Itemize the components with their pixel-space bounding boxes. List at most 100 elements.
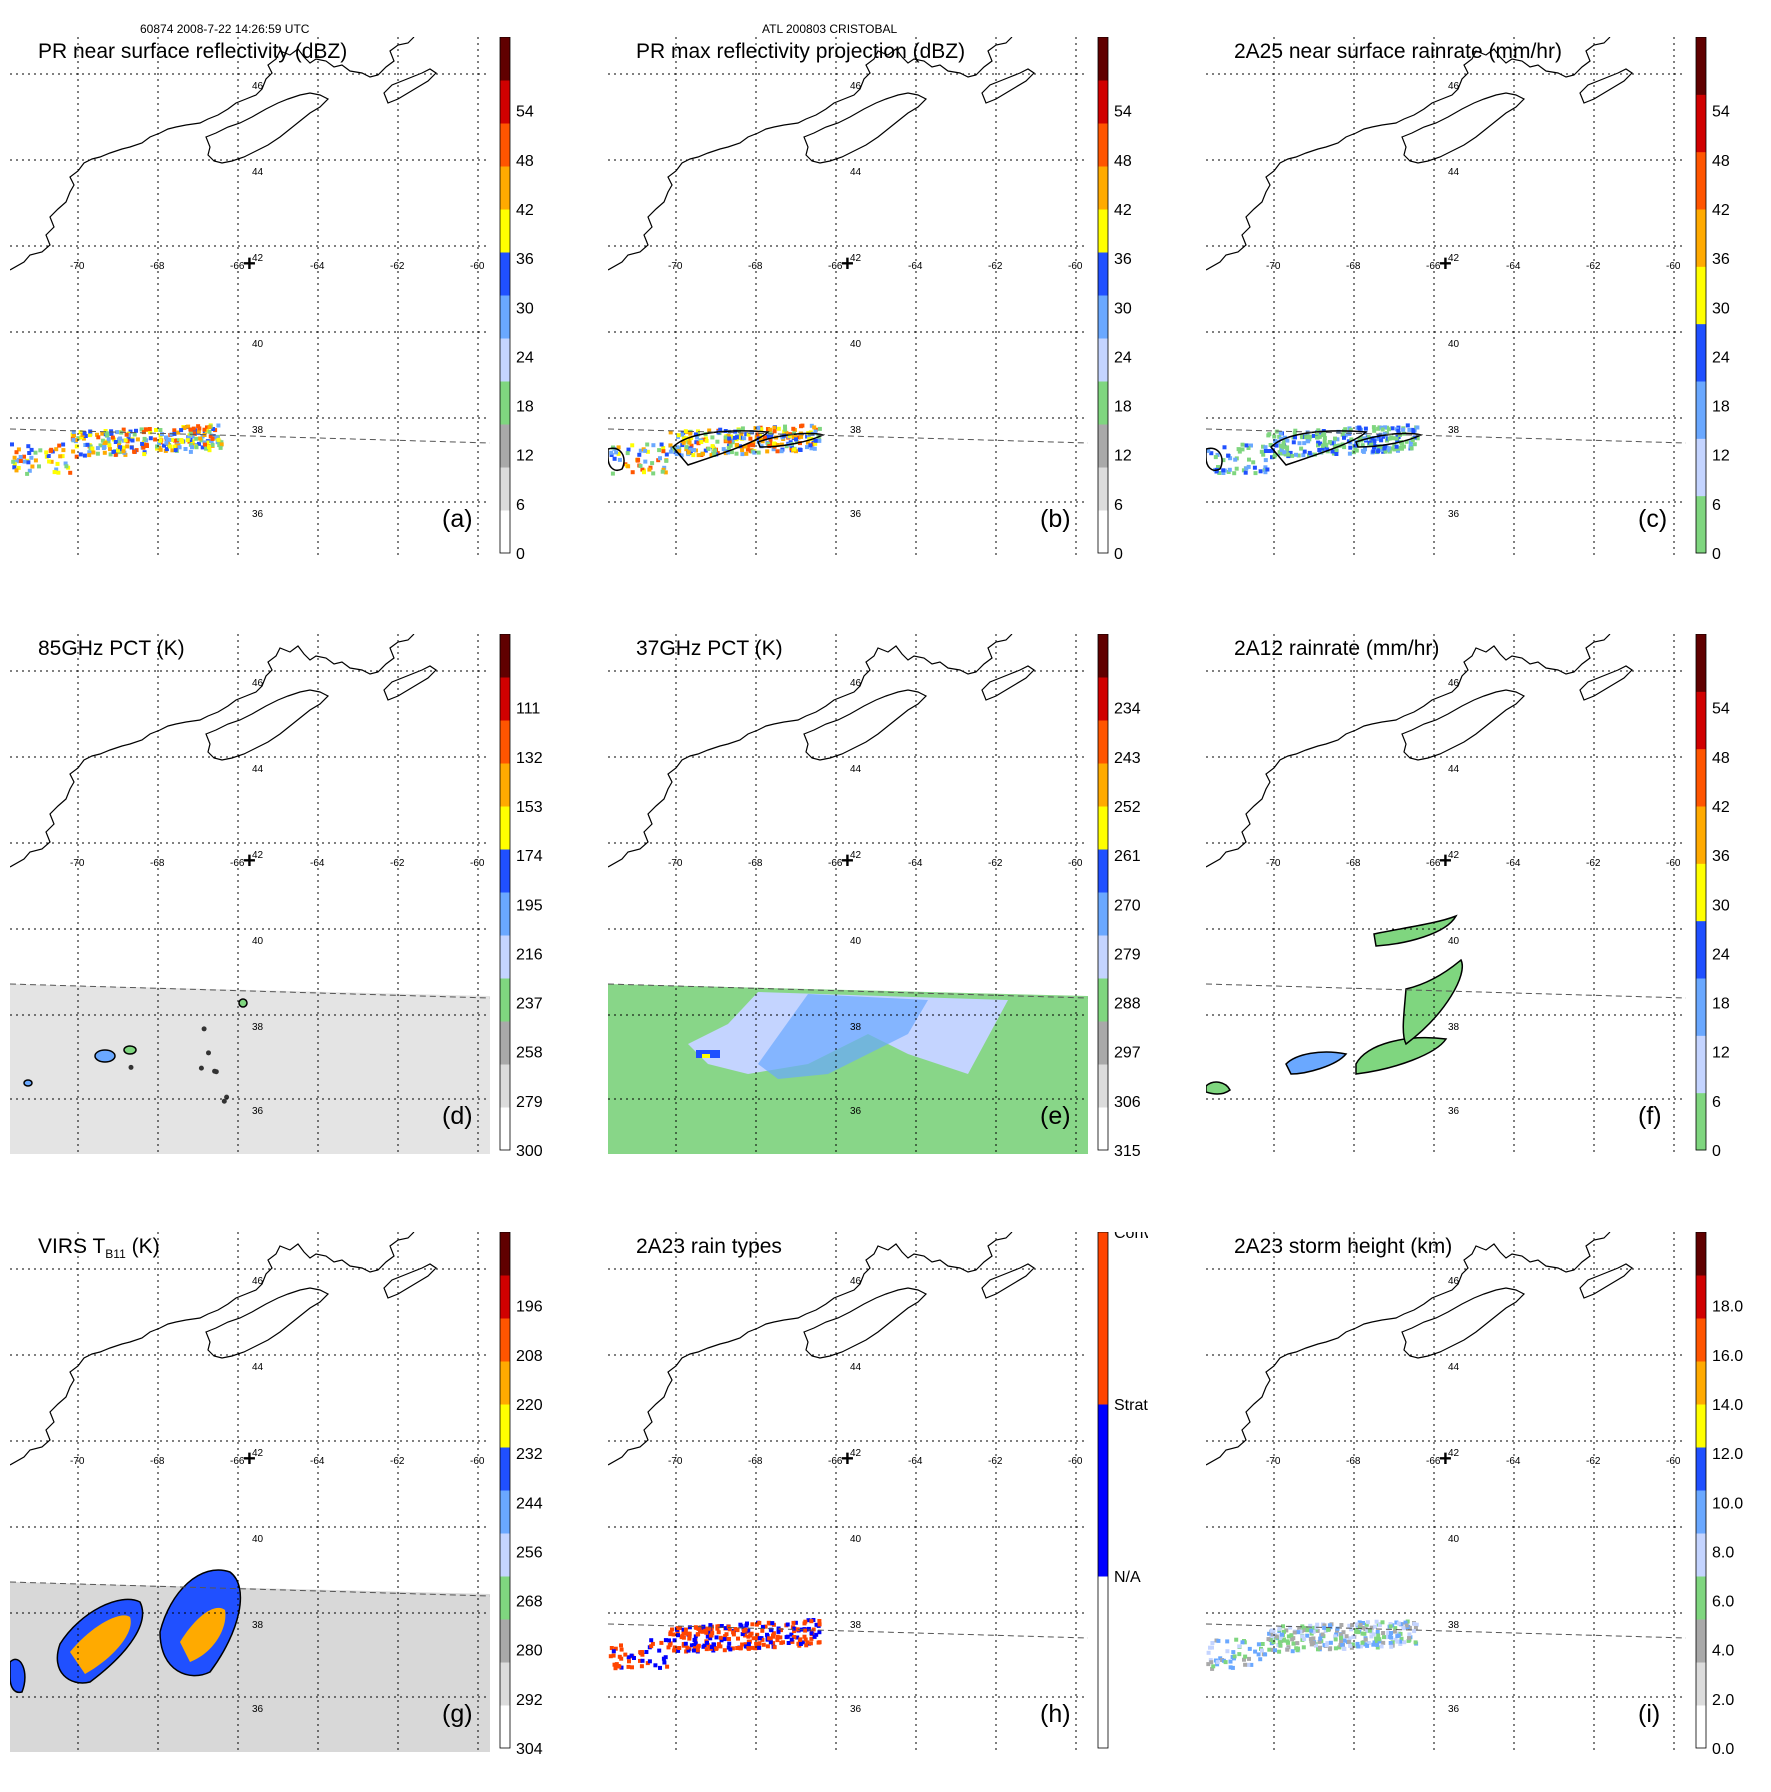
rain-cell bbox=[1265, 467, 1270, 472]
rain-cell bbox=[1385, 448, 1390, 453]
latitude-label: 44 bbox=[1448, 764, 1460, 775]
rain-cell bbox=[1240, 447, 1245, 452]
rain-cell bbox=[810, 442, 815, 447]
rain-cell bbox=[1307, 453, 1311, 458]
rain-cell bbox=[135, 437, 140, 442]
rain-cell bbox=[629, 1653, 634, 1658]
rain-cell bbox=[809, 1619, 814, 1624]
longitude-label: -62 bbox=[1586, 1456, 1601, 1467]
rain-cell bbox=[772, 429, 777, 434]
rain-cell bbox=[638, 464, 643, 468]
storm-center-marker: + bbox=[841, 1446, 854, 1471]
colorbar-segment bbox=[1696, 1490, 1706, 1534]
rain-cell bbox=[696, 441, 701, 446]
rain-cell bbox=[687, 1634, 692, 1639]
rain-cell bbox=[30, 464, 35, 469]
rain-cell bbox=[1278, 1643, 1283, 1648]
rain-cell bbox=[623, 1652, 628, 1657]
rain-cell bbox=[78, 430, 83, 435]
colorbar-tick-label: 195 bbox=[516, 897, 543, 914]
rain-cell bbox=[186, 424, 191, 429]
rain-cell bbox=[197, 426, 202, 431]
longitude-label: -62 bbox=[1586, 261, 1601, 272]
panel-title-text: 37GHz PCT (K) bbox=[636, 637, 783, 660]
latitude-label: 46 bbox=[1448, 1276, 1460, 1287]
rain-cell bbox=[121, 427, 126, 432]
rain-cell bbox=[802, 1621, 807, 1626]
rain-cell bbox=[626, 1664, 631, 1669]
colorbar-segment bbox=[1098, 467, 1108, 511]
rain-cell bbox=[175, 438, 180, 443]
rain-cell bbox=[1281, 442, 1286, 446]
rain-cell bbox=[763, 1624, 768, 1629]
rain-cell bbox=[202, 440, 207, 445]
rain-cell bbox=[1217, 471, 1222, 475]
latitude-label: 42 bbox=[1448, 850, 1460, 861]
longitude-label: -66 bbox=[828, 858, 843, 869]
rain-cell bbox=[157, 445, 162, 450]
rain-cell bbox=[611, 1653, 616, 1658]
rain-cell bbox=[613, 1666, 618, 1671]
colorbar-segment bbox=[1098, 1021, 1108, 1065]
rain-cell bbox=[658, 456, 662, 461]
rain-cell bbox=[726, 446, 731, 450]
rain-cell bbox=[1288, 450, 1293, 455]
coastline-nova-scotia bbox=[803, 92, 928, 164]
rain-cell bbox=[778, 1635, 783, 1640]
rain-cell bbox=[683, 1631, 688, 1636]
rain-cell bbox=[626, 464, 631, 469]
rain-cell bbox=[772, 425, 777, 430]
rain-cell bbox=[60, 454, 65, 459]
rain-cell bbox=[1308, 1623, 1313, 1628]
rain-cell bbox=[817, 1630, 822, 1635]
rain-cell bbox=[696, 453, 701, 458]
latitude-label: 40 bbox=[850, 1534, 862, 1545]
rain-cell bbox=[139, 427, 144, 432]
swath-edge bbox=[608, 983, 1089, 999]
colorbar-segment bbox=[500, 1705, 510, 1749]
rain-cell bbox=[132, 450, 137, 454]
colorbar-tick-label: 6 bbox=[1712, 497, 1721, 514]
rain-cell bbox=[817, 426, 822, 431]
rain-cell bbox=[1292, 1630, 1297, 1635]
rain-cell bbox=[1236, 447, 1241, 452]
rain-cell bbox=[805, 440, 810, 445]
panel-title: 37GHz PCT (K) bbox=[636, 637, 783, 661]
colorbar-segment bbox=[500, 677, 510, 721]
colorbar-segment bbox=[1696, 94, 1706, 153]
rain-cell bbox=[1341, 1646, 1346, 1651]
colorbar-segment bbox=[500, 252, 510, 296]
rain-cell bbox=[771, 1634, 776, 1639]
rain-cell bbox=[95, 451, 100, 456]
rain-cell bbox=[1297, 1627, 1302, 1632]
rain-cell bbox=[1357, 1624, 1362, 1629]
colorbar: 0 6 12 18 24 30 36 42 48 54 bbox=[1097, 37, 1132, 563]
rain-cell bbox=[691, 1648, 696, 1653]
rain-cell bbox=[1256, 1652, 1261, 1657]
rain-cell bbox=[210, 436, 215, 441]
rain-cell bbox=[216, 437, 221, 442]
rain-cell bbox=[160, 432, 164, 437]
rain-cell bbox=[749, 1631, 754, 1636]
rain-cell bbox=[211, 434, 216, 439]
panel-f-plot: -70 -68 -66 -64 -62 -60 46 44 42 40 38 36 +0 6 12 18 24 3… bbox=[1206, 634, 1730, 1160]
rain-cell bbox=[1347, 1623, 1352, 1628]
rain-cell bbox=[638, 1658, 642, 1663]
rain-cell bbox=[726, 450, 731, 455]
rain-cell bbox=[1318, 450, 1323, 455]
rain-cell bbox=[743, 1642, 748, 1647]
rain-cell bbox=[1365, 1620, 1370, 1625]
rain-cell bbox=[18, 459, 23, 463]
latitude-label: 40 bbox=[1448, 936, 1460, 947]
rain-cell bbox=[165, 437, 170, 442]
rain-cell bbox=[172, 438, 177, 443]
rain-cell bbox=[1392, 447, 1397, 452]
rain-cell bbox=[1253, 471, 1258, 476]
rain-cell bbox=[1366, 435, 1371, 440]
rain-cell bbox=[1293, 435, 1297, 440]
rain-cell bbox=[1247, 1656, 1251, 1661]
map-grid bbox=[1206, 1232, 1686, 1752]
rain-cell bbox=[693, 432, 698, 437]
rain-cell bbox=[1327, 440, 1332, 445]
rain-cell bbox=[1263, 458, 1268, 463]
